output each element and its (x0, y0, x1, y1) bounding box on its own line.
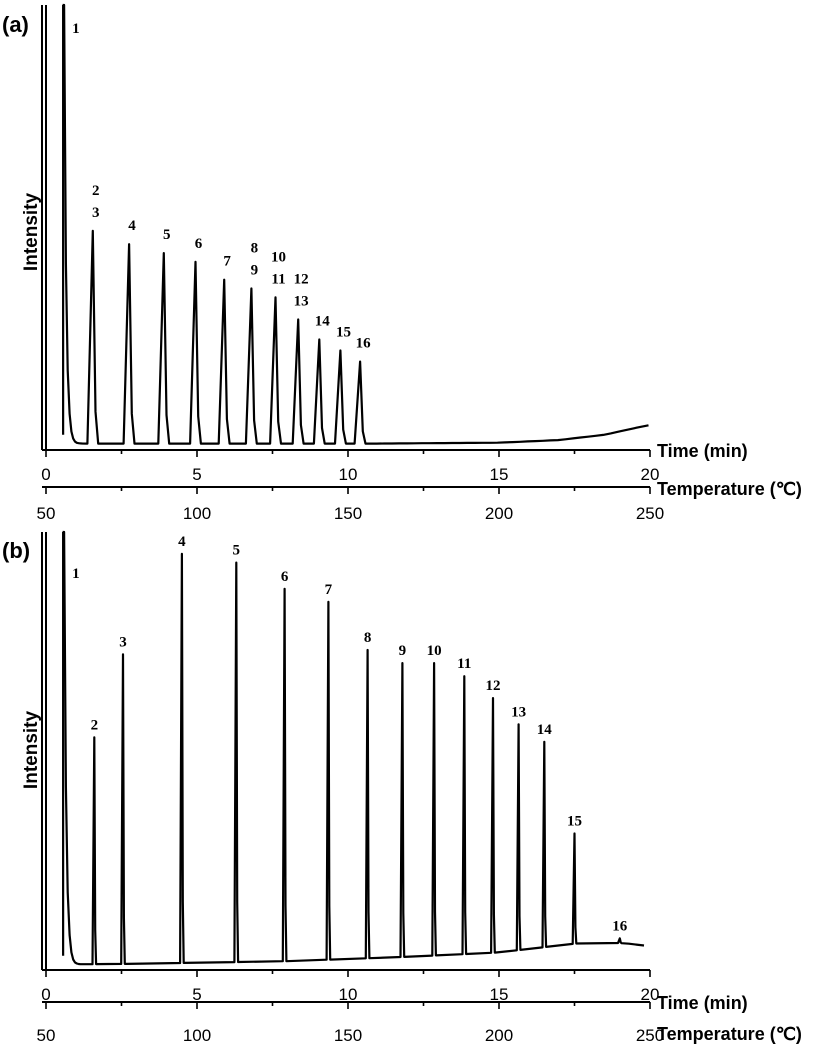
panel-a-ylabel: Intensity (21, 193, 42, 272)
panel-a-x2-tick-label: 100 (183, 504, 211, 523)
panel-b-ylabel: Intensity (21, 711, 42, 790)
panel-a-peak-label-9: 9 (251, 263, 259, 279)
panel-b-peak-label-10: 10 (427, 643, 442, 659)
panel-a-x2label: Temperature (℃) (657, 479, 802, 499)
panel-a-trace (62, 3, 649, 445)
panel-b-peak-label-1: 1 (72, 566, 80, 582)
panel-b-xlabel: Time (min) (657, 993, 748, 1013)
panel-b: (b) Intensity Time (min) Temperature (℃)… (2, 530, 802, 1045)
panel-b-peak-label-9: 9 (399, 643, 407, 659)
panel-b-x-tick-label: 0 (41, 985, 50, 1004)
panel-a-peak-label-10: 10 (271, 249, 286, 265)
panel-b-peak-label-8: 8 (364, 630, 372, 646)
panel-b-peak-label-6: 6 (281, 569, 289, 585)
panel-a-peak-label-2: 2 (92, 183, 100, 199)
panel-b-x2-tick-label: 200 (485, 1026, 513, 1045)
panel-a-peak-label-13: 13 (294, 294, 309, 310)
panel-a-peak-label-16: 16 (356, 336, 372, 352)
panel-a-peak-label-11: 11 (271, 271, 285, 287)
panel-b-x2-tick-label: 50 (37, 1026, 56, 1045)
panel-a-x2-tick-label: 200 (485, 504, 513, 523)
panel-b-peak-label-3: 3 (119, 634, 127, 650)
panel-b-peak-label-11: 11 (457, 656, 471, 672)
panel-b-x-tick-label: 20 (641, 985, 660, 1004)
panel-a-x-tick-label: 20 (641, 465, 660, 484)
panel-a-x-tick-label: 0 (41, 465, 50, 484)
panel-b-peak-label-7: 7 (325, 582, 333, 598)
panel-a-xlabel: Time (min) (657, 441, 748, 461)
panel-a-x2-tick-label: 150 (334, 504, 362, 523)
panel-b-peak-label-15: 15 (567, 814, 582, 830)
panel-a-label: (a) (2, 12, 29, 37)
panel-b-x-tick-label: 15 (490, 985, 509, 1004)
panel-b-x-tick-label: 10 (339, 985, 358, 1004)
panel-a-x-tick-label: 5 (192, 465, 201, 484)
panel-a-peak-label-12: 12 (294, 272, 309, 288)
panel-a-peak-label-6: 6 (195, 236, 203, 252)
panel-b-peak-label-2: 2 (91, 717, 99, 733)
panel-a-x2-tick-label: 250 (636, 504, 664, 523)
panel-a-peak-label-15: 15 (336, 325, 351, 341)
panel-b-peak-label-13: 13 (511, 704, 526, 720)
panel-b-x2-tick-label: 100 (183, 1026, 211, 1045)
panel-b-peak-label-14: 14 (537, 722, 553, 738)
panel-a-peak-label-8: 8 (251, 241, 259, 257)
panel-b-peak-label-12: 12 (485, 678, 500, 694)
panel-a-peak-label-5: 5 (163, 227, 171, 243)
panel-a-peak-label-4: 4 (128, 218, 136, 234)
panel-a-peak-label-1: 1 (72, 21, 80, 37)
panel-a-peak-label-14: 14 (315, 313, 331, 329)
panel-a-peak-label-3: 3 (92, 205, 100, 221)
panel-b-trace (62, 530, 645, 966)
panel-a-x2-tick-label: 50 (37, 504, 56, 523)
panel-b-x2label: Temperature (℃) (657, 1024, 802, 1044)
panel-b-x2-tick-label: 250 (636, 1026, 664, 1045)
panel-b-peak-label-5: 5 (233, 543, 241, 559)
panel-a: (a) Intensity Time (min) Temperature (℃)… (2, 3, 802, 523)
panel-b-peak-label-4: 4 (178, 534, 186, 550)
panel-b-peak-label-16: 16 (612, 918, 628, 934)
panel-b-x-tick-label: 5 (192, 985, 201, 1004)
panel-b-x2-tick-label: 150 (334, 1026, 362, 1045)
panel-a-x-tick-label: 10 (339, 465, 358, 484)
panel-a-x-tick-label: 15 (490, 465, 509, 484)
panel-b-label: (b) (2, 538, 30, 563)
panel-a-peak-label-7: 7 (223, 254, 231, 270)
